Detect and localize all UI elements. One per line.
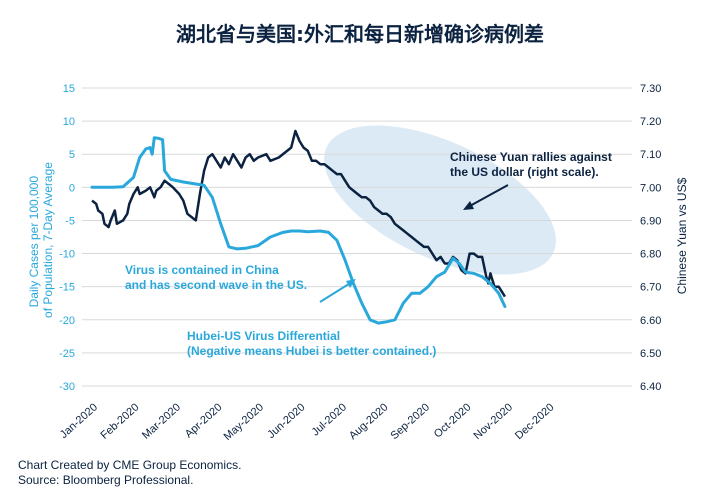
hubei-note-line1: Hubei-US Virus Differential bbox=[187, 329, 340, 343]
x-tick-label: Jan-2020 bbox=[58, 401, 100, 441]
yuan-series-line bbox=[91, 129, 506, 298]
right-tick-label: 6.50 bbox=[640, 348, 661, 360]
footer-credit: Chart Created by CME Group Economics. bbox=[18, 458, 242, 472]
x-tick-label: Jul-2020 bbox=[310, 401, 349, 438]
right-tick-label: 6.70 bbox=[640, 282, 661, 294]
yuan-note-arrowhead bbox=[463, 201, 474, 210]
grid-layer bbox=[82, 87, 632, 387]
x-tick-label: May-2020 bbox=[222, 401, 266, 443]
hubei-note: Hubei-US Virus Differential (Negative me… bbox=[187, 329, 436, 358]
left-tick-label: -15 bbox=[59, 282, 75, 294]
left-tick-label: -10 bbox=[59, 249, 75, 261]
chart-footer: Chart Created by CME Group Economics. So… bbox=[18, 458, 241, 488]
right-tick-label: 7.00 bbox=[640, 182, 661, 194]
hubei-note-line2: (Negative means Hubei is better containe… bbox=[187, 344, 436, 358]
yuan-note-arrow bbox=[467, 184, 509, 208]
right-axis-ticks: 7.30 7.20 7.10 7.00 6.90 6.80 6.70 6.60 6.50 6.40 bbox=[640, 83, 661, 393]
virus-note: Virus is contained in China and has seco… bbox=[125, 263, 307, 292]
right-axis-label: Chinese Yuan vs US$ bbox=[675, 177, 689, 294]
x-tick-label: Sep-2020 bbox=[389, 401, 432, 442]
left-tick-label: 5 bbox=[69, 149, 75, 161]
left-tick-label: 15 bbox=[63, 83, 75, 95]
left-tick-label: -5 bbox=[65, 215, 75, 227]
left-tick-label: -25 bbox=[59, 348, 75, 360]
virus-note-line2: and has second wave in the US. bbox=[125, 278, 307, 292]
left-tick-label: -20 bbox=[59, 315, 75, 327]
virus-note-arrowhead bbox=[346, 279, 356, 288]
x-tick-label: Aug-2020 bbox=[347, 401, 390, 442]
x-tick-label: Apr-2020 bbox=[183, 401, 225, 440]
yuan-note: Chinese Yuan rallies against the US doll… bbox=[450, 150, 615, 179]
right-tick-label: 7.30 bbox=[640, 83, 661, 95]
x-tick-label: Mar-2020 bbox=[140, 401, 183, 441]
x-tick-label: Feb-2020 bbox=[98, 401, 141, 441]
chart-title: 湖北省与美国:外汇和每日新增确诊病例差 bbox=[176, 22, 544, 46]
virus-series-line bbox=[90, 136, 507, 325]
right-tick-label: 7.10 bbox=[640, 149, 661, 161]
highlight-ellipse bbox=[324, 125, 556, 275]
footer-source: Source: Bloomberg Professional. bbox=[18, 473, 194, 487]
yuan-note-line2: the US dollar (right scale). bbox=[450, 165, 599, 179]
right-tick-label: 6.60 bbox=[640, 315, 661, 327]
left-tick-label: 0 bbox=[69, 182, 75, 194]
right-tick-label: 6.80 bbox=[640, 249, 661, 261]
x-tick-label: Jun-2020 bbox=[265, 401, 307, 441]
x-tick-label: Oct-2020 bbox=[432, 401, 474, 440]
yuan-note-line1: Chinese Yuan rallies against bbox=[450, 150, 612, 164]
right-tick-label: 6.40 bbox=[640, 381, 661, 393]
virus-note-line1: Virus is contained in China bbox=[125, 263, 279, 277]
virus-note-arrow bbox=[319, 281, 353, 303]
left-tick-label: -30 bbox=[59, 381, 75, 393]
left-axis-label: Daily Cases per 100,000 of Population, 7… bbox=[27, 162, 55, 318]
left-axis-label-line2: of Population, 7-Day Average bbox=[41, 162, 55, 318]
right-tick-label: 7.20 bbox=[640, 116, 661, 128]
right-tick-label: 6.90 bbox=[640, 215, 661, 227]
x-tick-label: Nov-2020 bbox=[472, 401, 515, 442]
left-axis-ticks: 15 10 5 0 -5 -10 -15 -20 -25 -30 bbox=[59, 83, 75, 393]
left-tick-label: 10 bbox=[63, 116, 75, 128]
x-tick-label: Dec-2020 bbox=[513, 401, 556, 442]
left-axis-label-line1: Daily Cases per 100,000 bbox=[27, 176, 41, 308]
